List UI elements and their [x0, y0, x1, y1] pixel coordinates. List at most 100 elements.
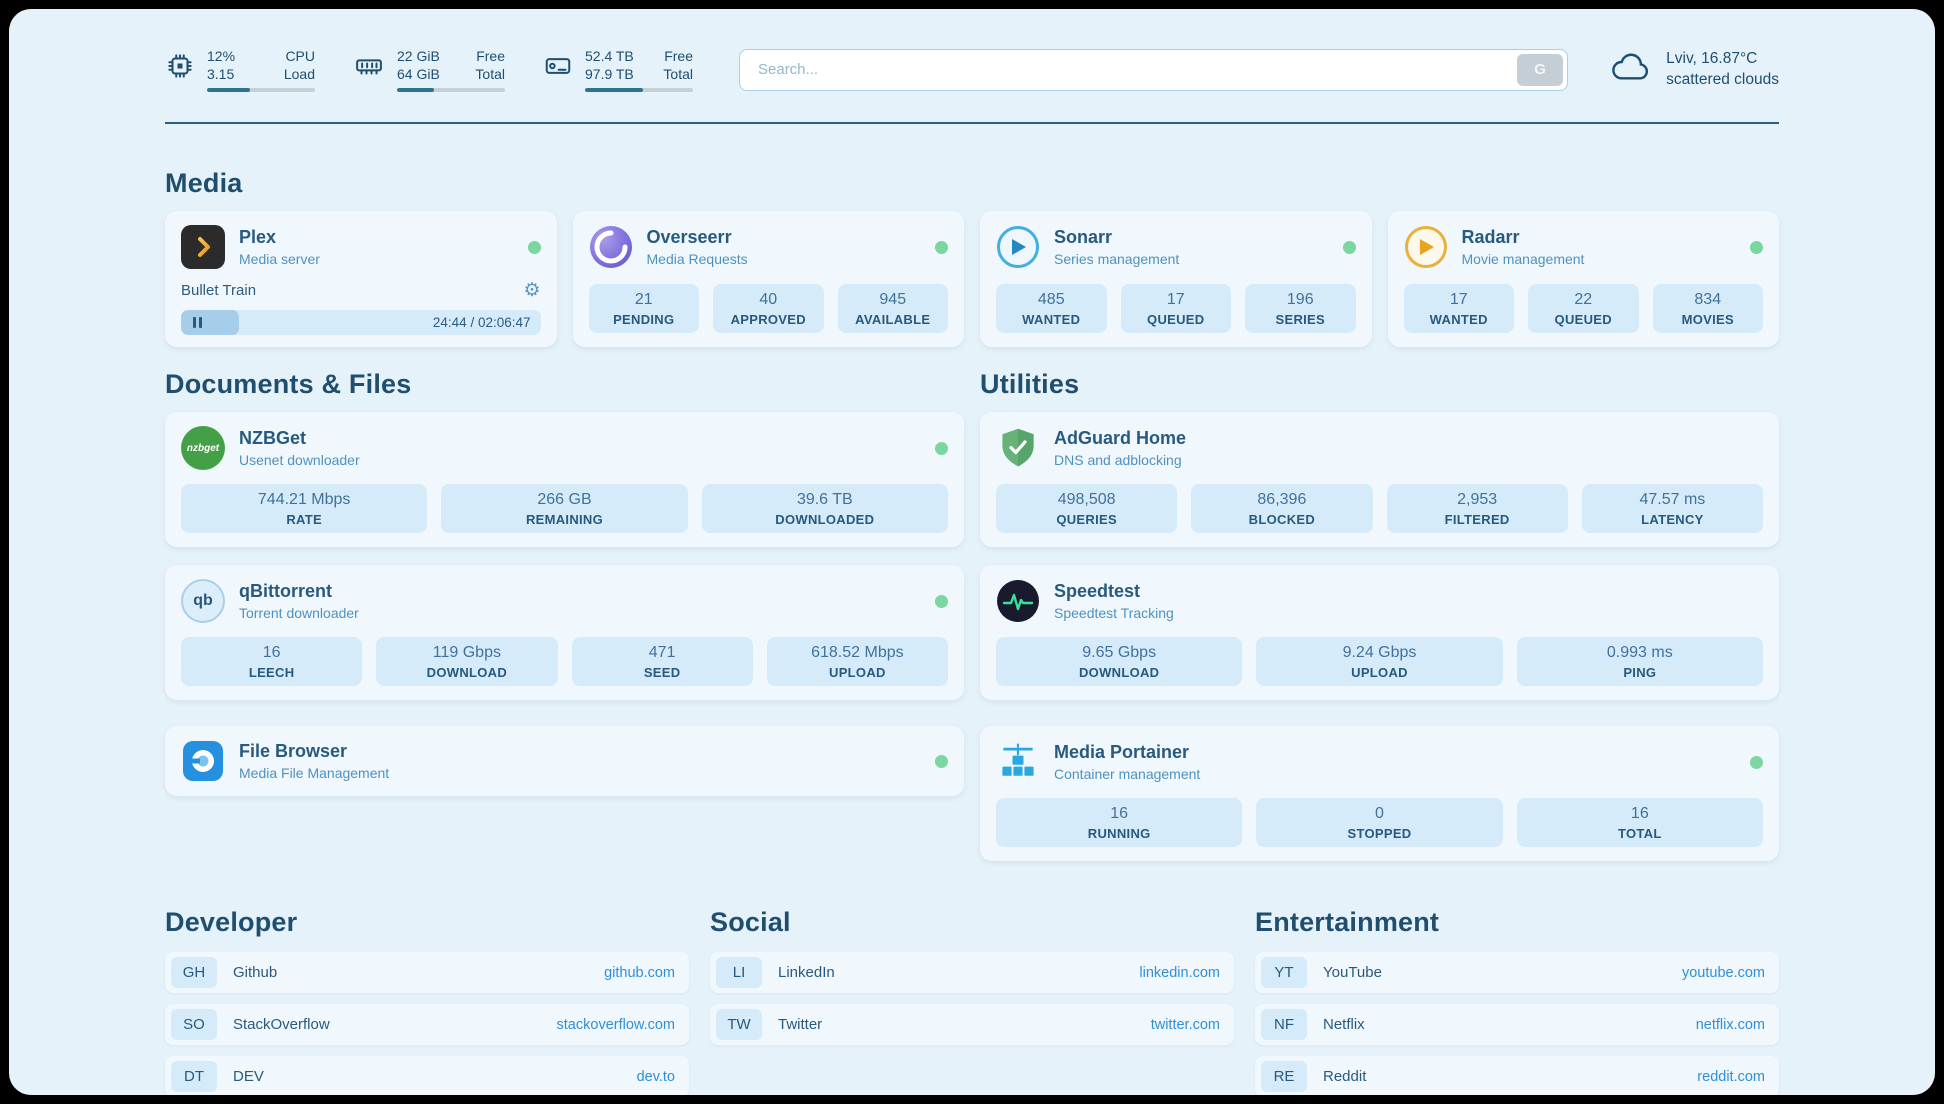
service-subtitle: Usenet downloader — [239, 452, 360, 469]
service-title: File Browser — [239, 741, 348, 762]
service-subtitle: Movie management — [1461, 251, 1585, 268]
bookmark-url[interactable]: github.com — [604, 964, 675, 981]
stat-box: 21 PENDING — [588, 284, 699, 334]
speedtest-icon — [996, 579, 1040, 623]
bookmark-dev[interactable]: DT DEV dev.to — [165, 1056, 689, 1095]
ram-metric: 22 GiB Free 64 GiB Total — [353, 47, 505, 93]
documents-column: Documents & Files nzbget NZBGet Usenet d… — [165, 369, 964, 861]
bookmark-netflix[interactable]: NF Netflix netflix.com — [1255, 1004, 1779, 1046]
plex-icon — [181, 225, 225, 270]
speedtest-card[interactable]: Speedtest Speedtest Tracking 9.65 Gbps DO… — [980, 565, 1779, 701]
section-heading-documents: Documents & Files — [165, 369, 412, 400]
overseerr-icon — [589, 225, 633, 269]
stat-box: 17 QUEUED — [1120, 284, 1231, 334]
stat-box: 9.24 Gbps UPLOAD — [1256, 637, 1503, 687]
filebrowser-icon — [181, 739, 225, 783]
stat-box: 40 APPROVED — [713, 284, 824, 334]
cpu-sub-value: 3.15 — [207, 66, 235, 83]
bookmark-abbr: TW — [716, 1009, 762, 1041]
section-heading-utilities: Utilities — [980, 369, 1080, 400]
plex-card[interactable]: Plex Media server Bullet Train — [165, 211, 557, 348]
stat-box: 47.57 ms LATENCY — [1581, 484, 1763, 534]
status-dot — [527, 240, 541, 254]
weather-location: Lviv, 16.87°C — [1666, 49, 1758, 67]
bookmark-url[interactable]: twitter.com — [1150, 1016, 1220, 1033]
top-bar: 12% CPU 3.15 Load 22 GiB Free 64 GiB Total — [165, 47, 1779, 93]
service-title: NZBGet — [239, 428, 306, 449]
service-title: Speedtest — [1054, 581, 1141, 602]
cpu-label-bottom: Load — [283, 66, 315, 83]
bookmark-stackoverflow[interactable]: SO StackOverflow stackoverflow.com — [165, 1004, 689, 1046]
stat-box: 39.6 TB DOWNLOADED — [701, 484, 948, 534]
cpu-progress-bar — [207, 88, 315, 93]
search-input[interactable] — [739, 48, 1569, 91]
pause-icon[interactable] — [193, 317, 202, 328]
bookmark-abbr: DT — [171, 1061, 217, 1093]
ram-label-bottom: Total — [475, 66, 505, 83]
disk-icon — [543, 51, 573, 86]
service-title: AdGuard Home — [1054, 428, 1187, 449]
bookmark-name: Github — [233, 964, 278, 982]
service-title: Plex — [239, 227, 277, 248]
bookmark-url[interactable]: linkedin.com — [1139, 964, 1220, 981]
stat-box: 9.65 Gbps DOWNLOAD — [996, 637, 1243, 687]
disk-sub-value: 97.9 TB — [585, 66, 634, 83]
bookmark-url[interactable]: stackoverflow.com — [556, 1016, 675, 1033]
weather-widget: Lviv, 16.87°C scattered clouds — [1610, 49, 1779, 91]
portainer-card[interactable]: Media Portainer Container management 16 R… — [980, 726, 1779, 862]
status-dot — [935, 754, 948, 768]
status-dot — [1342, 240, 1356, 254]
status-dot — [1750, 755, 1763, 769]
bookmark-twitter[interactable]: TW Twitter twitter.com — [710, 1004, 1234, 1046]
stat-box: 471 SEED — [571, 637, 753, 687]
developer-column: Developer GH Github github.com SO StackO… — [165, 907, 689, 1095]
ram-label-top: Free — [476, 48, 505, 64]
section-heading-developer: Developer — [165, 907, 298, 938]
bookmark-youtube[interactable]: YT YouTube youtube.com — [1255, 952, 1779, 994]
section-heading-social: Social — [710, 907, 791, 938]
stat-box: 0 STOPPED — [1256, 798, 1503, 848]
search-provider-button[interactable]: G — [1517, 53, 1564, 86]
adguard-icon — [996, 426, 1040, 470]
bookmark-url[interactable]: dev.to — [636, 1068, 675, 1085]
stat-box: 498,508 QUERIES — [996, 484, 1178, 534]
status-dot — [935, 240, 948, 254]
radarr-card[interactable]: Radarr Movie management 17 WANTED 22 QUEUE… — [1387, 211, 1779, 348]
bookmark-name: Twitter — [778, 1016, 823, 1034]
qbittorrent-card[interactable]: qb qBittorrent Torrent downloader 16 LEEC… — [165, 565, 964, 701]
stat-box: 945 AVAILABLE — [837, 284, 948, 334]
section-heading-entertainment: Entertainment — [1255, 907, 1440, 938]
bookmark-github[interactable]: GH Github github.com — [165, 952, 689, 994]
bookmark-name: LinkedIn — [778, 964, 835, 982]
service-subtitle: Media File Management — [239, 765, 390, 782]
bookmark-abbr: GH — [171, 957, 217, 989]
playback-progress-bar[interactable]: 24:44 / 02:06:47 — [181, 310, 541, 336]
overseerr-card[interactable]: Overseerr Media Requests 21 PENDING 40 APP… — [572, 211, 964, 348]
stat-box: 17 WANTED — [1403, 284, 1514, 334]
bookmark-name: YouTube — [1323, 964, 1382, 982]
stat-box: 86,396 BLOCKED — [1191, 484, 1373, 534]
bookmark-abbr: RE — [1261, 1061, 1307, 1093]
filebrowser-card[interactable]: File Browser Media File Management — [165, 726, 964, 797]
bookmark-abbr: SO — [171, 1009, 217, 1041]
service-subtitle: Torrent downloader — [239, 605, 359, 622]
bookmark-linkedin[interactable]: LI LinkedIn linkedin.com — [710, 952, 1234, 994]
ram-sub-value: 64 GiB — [397, 66, 440, 83]
adguard-card[interactable]: AdGuard Home DNS and adblocking 498,508 Q… — [980, 412, 1779, 548]
cpu-value: 12% — [207, 48, 236, 64]
disk-metric: 52.4 TB Free 97.9 TB Total — [543, 47, 693, 93]
dashboard-page: 12% CPU 3.15 Load 22 GiB Free 64 GiB Total — [9, 9, 1935, 1095]
gear-icon[interactable] — [523, 279, 540, 302]
bookmark-abbr: NF — [1261, 1009, 1307, 1041]
bookmark-url[interactable]: reddit.com — [1697, 1068, 1765, 1085]
stat-box: 16 TOTAL — [1516, 798, 1763, 848]
sonarr-card[interactable]: Sonarr Series management 485 WANTED 17 QUE… — [980, 211, 1372, 348]
playback-progress-fill — [181, 310, 239, 336]
service-subtitle: Series management — [1054, 251, 1180, 268]
bookmark-url[interactable]: netflix.com — [1695, 1016, 1765, 1033]
nzbget-card[interactable]: nzbget NZBGet Usenet downloader 744.21 M… — [165, 412, 964, 548]
bookmark-url[interactable]: youtube.com — [1681, 964, 1765, 981]
service-title: Media Portainer — [1054, 742, 1190, 763]
service-subtitle: Speedtest Tracking — [1054, 605, 1174, 622]
bookmark-reddit[interactable]: RE Reddit reddit.com — [1255, 1056, 1779, 1095]
